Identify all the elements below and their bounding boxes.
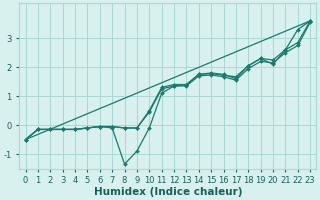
X-axis label: Humidex (Indice chaleur): Humidex (Indice chaleur) <box>94 187 242 197</box>
